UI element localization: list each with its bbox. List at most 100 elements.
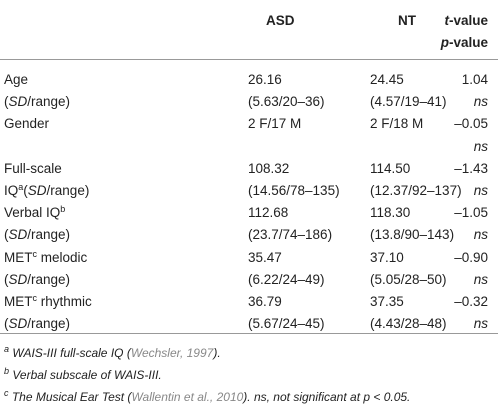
text-run: Wallentin et al., 2010 [131,390,244,404]
text-run: (5.63/20–36) [248,94,325,110]
text-run: t [444,13,449,28]
text-run: 37.10 [370,249,404,265]
row-label: Full-scale [4,161,62,177]
text-run: SD [8,316,28,332]
row-label: (SD/range) [4,272,70,288]
text-run: (5.05/28–50) [370,271,447,287]
text-run: ns [473,227,488,243]
cell: 1.04 [462,72,488,88]
cell: –0.05 [454,116,488,132]
text-run: (12.37/92–137) [370,183,462,198]
cell: 26.16 [248,72,282,88]
text-run: /range) [46,183,90,198]
text-run: Verbal IQ [4,205,61,221]
column-header: t-value [444,13,488,29]
cell: –0.32 [454,294,488,310]
cell: (4.43/28–48) [370,316,447,332]
row-label: (SD/range) [4,227,70,243]
row-label: Gender [4,116,49,132]
cell: 2 F/18 M [370,116,423,132]
text-run: SD [8,227,28,243]
cell: (12.37/92–137) [370,183,462,199]
text-run: ns [473,183,488,198]
text-run: ( [4,227,9,243]
text-run: 24.45 [370,72,404,87]
text-run: –1.43 [454,160,488,176]
cell: –1.43 [454,161,488,177]
text-run: MET [4,249,33,265]
cell: 36.79 [248,294,282,310]
cell: 2 F/17 M [248,116,301,132]
text-run: 2 F/18 M [370,116,424,132]
row-label: IQa(SD/range) [4,183,89,199]
cell: 24.45 [370,72,404,88]
text-run: p [440,35,449,50]
text-run: 114.50 [370,160,411,176]
row-label: (SD/range) [4,94,70,110]
cell: (23.7/74–186) [248,227,332,243]
footnote: a WAIS-III full-scale IQ (Wechsler, 1997… [4,345,221,361]
text-run: a [18,182,24,192]
text-run: (13.8/90–143) [370,227,455,243]
text-run: ( [4,94,9,110]
text-run: ( [23,183,28,198]
row-label: Verbal IQb [4,205,65,221]
text-run: SD [27,183,47,198]
text-run: (4.57/19–41) [370,94,447,110]
text-run: -value [448,13,488,28]
footnote: c The Musical Ear Test (Wallentin et al.… [4,389,410,405]
text-run: The Musical Ear Test ( [8,390,132,404]
text-run: (5.67/24–45) [248,316,325,332]
cell: 112.68 [248,205,288,221]
text-run: 108.32 [248,160,290,176]
cell: ns [474,272,488,288]
cell: (4.57/19–41) [370,94,447,110]
text-run: b [4,366,10,376]
column-header: NT [398,13,416,28]
cell: –0.90 [454,250,488,266]
text-run: –0.32 [454,294,488,309]
text-run: b [60,204,66,215]
cell: (5.63/20–36) [248,94,325,110]
text-run: SD [8,94,28,110]
cell: ns [474,316,488,332]
text-run: IQ [4,183,19,198]
text-run: 37.35 [370,294,404,309]
row-label: METc melodic [4,248,87,266]
text-run: Full-scale [4,160,62,176]
text-run: Age [4,72,29,87]
text-run: /range) [27,271,71,287]
text-run: WAIS-III full-scale IQ ( [9,346,131,360]
column-header: p-value [441,35,488,51]
text-run: Gender [4,116,50,132]
cell: 37.35 [370,294,404,310]
cell: 35.47 [248,250,282,266]
text-run: 36.79 [248,294,282,309]
text-run: (14.56/78–135) [248,183,340,198]
text-run: c [32,293,38,303]
text-run: (6.22/24–49) [248,271,325,287]
cell: 108.32 [248,161,289,177]
rule [0,333,498,334]
text-run: ). ns, not significant at p < 0.05. [243,390,411,404]
text-run: ns [473,138,488,154]
text-run: 26.16 [248,72,282,87]
cell: (6.22/24–49) [248,272,325,288]
text-run: /range) [27,316,71,332]
cell: –1.05 [454,205,488,221]
cell: (5.67/24–45) [248,316,325,332]
cell: ns [474,139,488,155]
text-run: ns [473,271,488,287]
text-run: ns [473,316,488,332]
text-run: 1.04 [461,72,488,87]
cell: ns [474,183,488,199]
row-label: Age [4,72,28,88]
cell: ns [474,94,488,110]
text-run: c [32,248,38,259]
text-run: -value [448,35,488,50]
text-run: (4.43/28–48) [370,316,447,332]
text-run: –0.05 [454,116,488,132]
cell: 37.10 [370,250,404,266]
rule [0,59,498,60]
